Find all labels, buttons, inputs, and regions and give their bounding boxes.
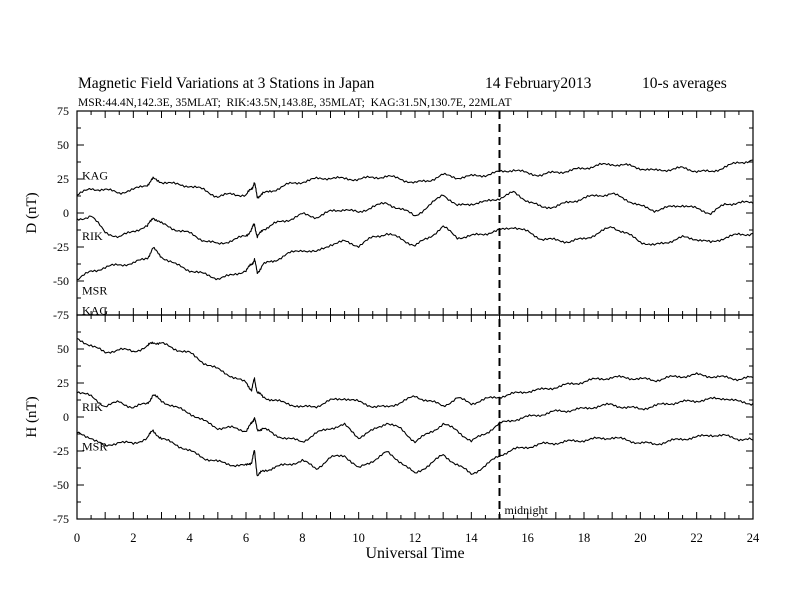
- x-tick-label: 14: [465, 531, 478, 545]
- y-tick-label: 25: [57, 376, 69, 390]
- x-tick-label: 10: [352, 531, 365, 545]
- d-panel: 75 50 25 0 -25 -50 -75 D (nT) KAG RIK MSR: [24, 104, 754, 322]
- d-series-label-rik: RIK: [82, 229, 103, 243]
- y-tick-label: -75: [53, 512, 69, 526]
- y-tick-label: 50: [57, 138, 69, 152]
- chart-date: 14 February2013: [485, 75, 592, 92]
- x-tick-label: 8: [299, 531, 305, 545]
- y-tick-label: 0: [63, 206, 69, 220]
- x-tick-label: 6: [243, 531, 249, 545]
- x-axis: 0 2 4 6 8 10 12 14 16 18 20 22 24: [74, 531, 760, 545]
- d-series-kag: [76, 159, 754, 199]
- y-tick-label: -25: [53, 444, 69, 458]
- x-axis-label: Universal Time: [365, 545, 464, 562]
- y-tick-label: -75: [53, 308, 69, 322]
- h-series-label-rik: RIK: [82, 400, 103, 414]
- d-series-msr: [76, 225, 754, 281]
- d-series-label-msr: MSR: [82, 284, 107, 298]
- h-series-msr: [76, 429, 754, 477]
- chart-title: Magnetic Field Variations at 3 Stations …: [78, 75, 375, 92]
- d-y-axis-label: D (nT): [24, 192, 40, 233]
- y-tick-label: -50: [53, 478, 69, 492]
- chart-averaging: 10-s averages: [642, 75, 727, 92]
- midnight-label: midnight: [505, 503, 549, 517]
- h-series-label-msr: MSR: [82, 439, 107, 453]
- x-tick-label: 24: [747, 531, 760, 545]
- chart-subtitle: MSR:44.4N,142.3E, 35MLAT; RIK:43.5N,143.…: [78, 97, 512, 109]
- y-tick-label: -25: [53, 240, 69, 254]
- d-series-rik: [76, 190, 754, 245]
- h-series-label-kag: KAG: [82, 303, 108, 317]
- x-tick-label: 12: [409, 531, 422, 545]
- x-tick-label: 4: [187, 531, 194, 545]
- x-tick-label: 18: [578, 531, 591, 545]
- d-series-label-kag: KAG: [82, 168, 108, 182]
- x-tick-label: 20: [634, 531, 647, 545]
- x-tick-label: 2: [130, 531, 136, 545]
- x-tick-label: 16: [521, 531, 534, 545]
- y-tick-label: 0: [63, 410, 69, 424]
- h-series-kag: [76, 337, 754, 409]
- y-tick-label: 25: [57, 172, 69, 186]
- d-panel-frame: [76, 110, 754, 316]
- h-panel: 50 25 0 -25 -50 -75 H (nT) KAG RIK MSR: [24, 303, 754, 526]
- x-tick-label: 22: [690, 531, 703, 545]
- h-series-rik: [76, 391, 754, 444]
- y-tick-label: 75: [57, 104, 69, 118]
- h-y-axis-label: H (nT): [24, 396, 40, 437]
- y-tick-label: -50: [53, 274, 69, 288]
- x-tick-label: 0: [74, 531, 80, 545]
- y-tick-label: 50: [57, 342, 69, 356]
- h-panel-frame: [76, 314, 754, 520]
